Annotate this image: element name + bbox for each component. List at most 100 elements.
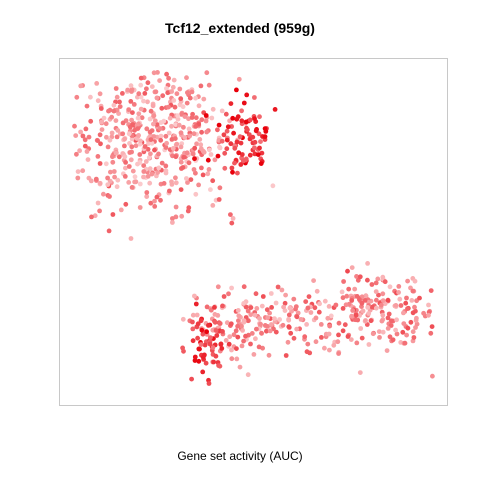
data-point: [378, 302, 384, 308]
data-point: [78, 129, 83, 135]
data-point: [95, 98, 101, 104]
data-point: [333, 302, 339, 308]
data-point: [145, 80, 151, 86]
data-point: [82, 137, 88, 143]
data-point: [161, 181, 167, 186]
data-point: [235, 308, 241, 313]
data-point: [158, 133, 164, 139]
data-point: [77, 148, 82, 154]
data-point: [303, 299, 309, 304]
data-point: [135, 126, 141, 131]
data-point: [120, 131, 126, 137]
data-point: [84, 103, 90, 109]
data-point: [237, 134, 243, 140]
data-point: [189, 115, 195, 120]
data-point: [164, 86, 169, 91]
data-point: [98, 106, 104, 111]
data-point: [204, 329, 210, 335]
data-point: [198, 146, 204, 152]
data-point: [99, 119, 104, 125]
data-point: [156, 151, 161, 157]
data-point: [314, 288, 320, 294]
data-point: [365, 305, 371, 310]
data-point: [144, 86, 149, 92]
data-point: [95, 138, 100, 144]
data-point: [353, 312, 359, 318]
data-point: [254, 306, 260, 311]
data-point: [204, 129, 210, 135]
data-point: [355, 277, 361, 283]
data-point: [84, 149, 90, 154]
data-point: [373, 289, 379, 294]
data-point: [110, 154, 115, 160]
data-point: [74, 94, 80, 100]
data-point: [294, 314, 300, 320]
data-point: [365, 261, 370, 266]
data-point: [350, 308, 356, 313]
data-point: [75, 169, 81, 175]
data-point: [78, 83, 84, 89]
data-point: [219, 108, 225, 114]
data-point: [258, 321, 263, 327]
data-point: [241, 301, 247, 306]
data-point: [130, 168, 136, 174]
data-point: [288, 330, 294, 336]
data-point: [396, 284, 402, 289]
data-point: [322, 345, 327, 351]
data-point: [339, 289, 345, 295]
data-point: [386, 311, 392, 317]
data-point: [114, 184, 120, 190]
data-point: [375, 276, 381, 282]
data-point: [340, 306, 346, 311]
data-point: [387, 284, 393, 290]
data-point: [195, 321, 201, 327]
data-point: [198, 318, 204, 324]
data-point: [201, 96, 207, 102]
data-point: [149, 84, 155, 89]
data-point: [200, 331, 206, 337]
data-point: [151, 134, 157, 139]
data-point: [110, 159, 116, 165]
data-point: [241, 319, 247, 325]
data-point: [139, 115, 145, 121]
data-point: [185, 208, 191, 214]
data-point: [233, 328, 239, 334]
data-point: [239, 108, 245, 114]
data-point: [180, 316, 186, 322]
data-point: [122, 174, 128, 179]
data-point: [258, 139, 263, 145]
data-point: [257, 145, 262, 151]
data-point: [210, 106, 216, 112]
data-point: [226, 341, 232, 347]
data-point: [365, 277, 370, 283]
data-point: [205, 157, 211, 163]
data-point: [243, 304, 249, 310]
data-point: [151, 121, 156, 127]
data-point: [241, 100, 247, 106]
data-point: [393, 327, 398, 333]
data-point: [113, 86, 119, 91]
data-point: [142, 144, 148, 149]
data-point: [215, 284, 221, 290]
data-point: [331, 342, 337, 348]
data-point: [195, 335, 201, 341]
data-point: [272, 316, 277, 321]
data-point: [373, 305, 379, 311]
data-point: [357, 313, 362, 318]
data-point: [379, 318, 385, 324]
data-point: [232, 160, 237, 166]
data-point: [238, 162, 244, 167]
data-point: [165, 90, 171, 96]
data-point: [169, 179, 174, 185]
data-point: [147, 180, 153, 186]
data-point: [141, 98, 146, 104]
data-point: [241, 284, 247, 290]
data-point: [106, 108, 111, 114]
data-point: [208, 335, 213, 340]
data-point: [126, 164, 132, 169]
data-point: [176, 122, 182, 128]
data-point: [170, 146, 176, 151]
data-point: [212, 312, 218, 317]
data-point: [136, 111, 142, 117]
